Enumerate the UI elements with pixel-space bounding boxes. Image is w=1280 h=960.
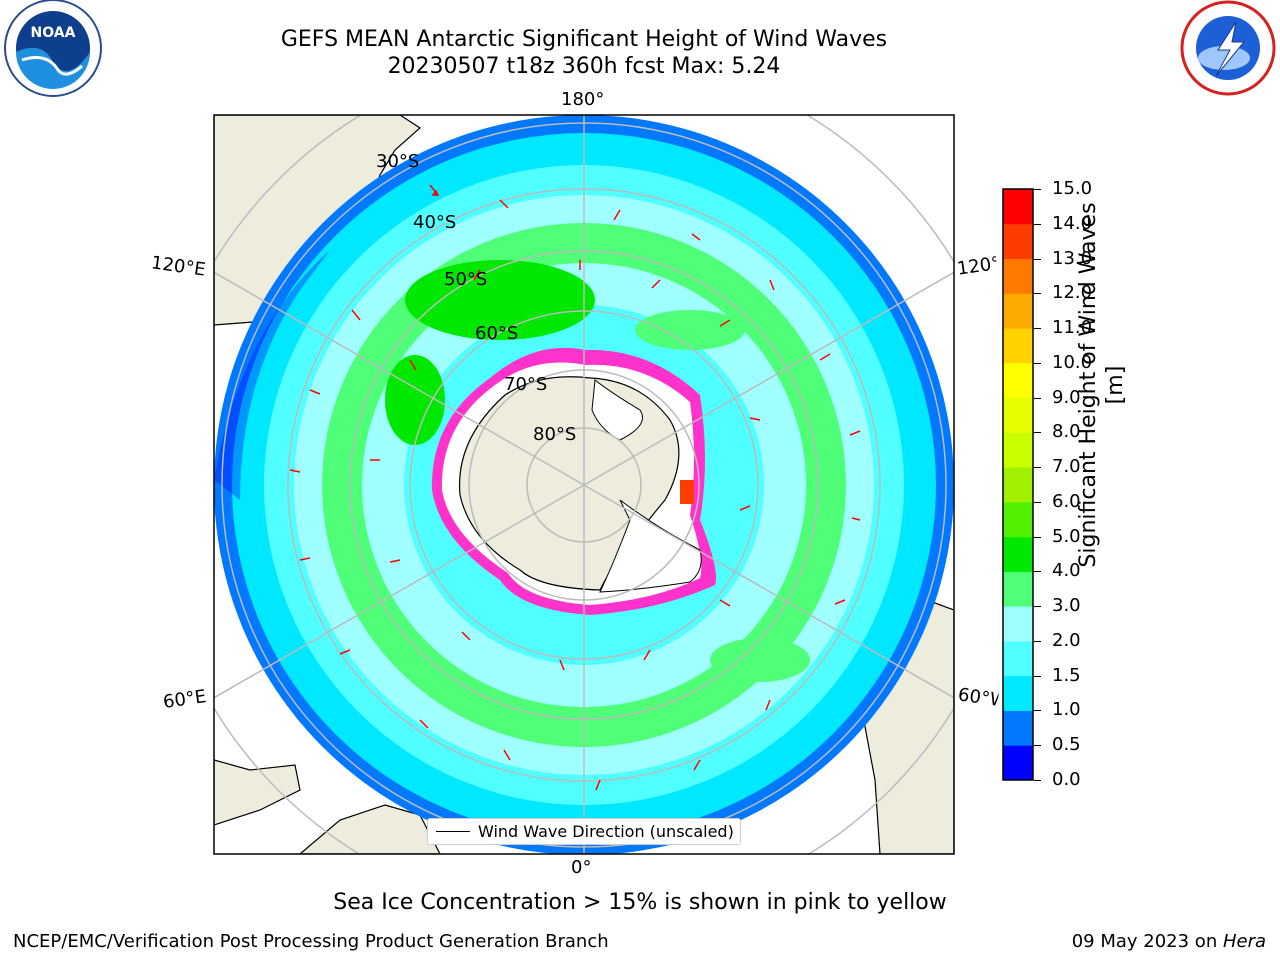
title-line-2: 20230507 t18z 360h fcst Max: 5.24 bbox=[387, 54, 781, 79]
colorbar-segment bbox=[1003, 606, 1033, 642]
colorbar-tick-label: 10.0 bbox=[1052, 351, 1093, 373]
sea-ice-and-antarctica bbox=[431, 347, 716, 615]
colorbar-segment bbox=[1003, 710, 1033, 746]
colorbar-segment bbox=[1003, 328, 1033, 364]
colorbar-tick-label: 14.0 bbox=[1052, 212, 1093, 234]
graticule bbox=[214, 115, 954, 854]
colorbar-tick-label: 0.0 bbox=[1052, 769, 1081, 790]
colorbar-segment bbox=[1003, 362, 1033, 399]
legend-label: Wind Wave Direction (unscaled) bbox=[478, 822, 734, 841]
colorbar-segment bbox=[1003, 571, 1033, 607]
colorbar-tick-mark bbox=[1034, 640, 1041, 642]
colorbar-tick-label: 8.0 bbox=[1052, 421, 1081, 443]
chart-title: GEFS MEAN Antarctic Significant Height o… bbox=[0, 26, 1168, 80]
lat-label-70: 70°S bbox=[504, 374, 548, 395]
colorbar-tick-label: 1.5 bbox=[1052, 664, 1081, 686]
colorbar-tick-mark bbox=[1034, 258, 1041, 260]
footer-credit: NCEP/EMC/Verification Post Processing Pr… bbox=[13, 931, 609, 952]
colorbar-tick-label: 15.0 bbox=[1052, 178, 1093, 199]
colorbar-tick-label: 4.0 bbox=[1052, 560, 1081, 582]
noaa-logo-icon: NOAA bbox=[4, 0, 102, 97]
colorbar-tick-label: 13.0 bbox=[1052, 247, 1093, 269]
colorbar-segment bbox=[1003, 189, 1033, 225]
colorbar-segment bbox=[1003, 467, 1033, 503]
sea-ice-note: Sea Ice Concentration > 15% is shown in … bbox=[333, 890, 947, 915]
colorbar-segment bbox=[1003, 223, 1033, 260]
colorbar-tick-mark bbox=[1034, 293, 1041, 295]
colorbar-tick-label: 1.0 bbox=[1052, 699, 1081, 721]
colorbar-tick-mark bbox=[1034, 189, 1041, 190]
colorbar-tick-label: 2.0 bbox=[1052, 629, 1081, 651]
nws-logo-icon bbox=[1180, 0, 1276, 96]
footer-date: 09 May 2023 on Hera bbox=[1072, 931, 1266, 952]
colorbar-tick-mark bbox=[1034, 432, 1041, 434]
map-frame bbox=[213, 114, 955, 855]
lat-label-30: 30°S bbox=[376, 151, 420, 172]
map-legend: Wind Wave Direction (unscaled) bbox=[427, 818, 741, 845]
colorbar-segment bbox=[1003, 536, 1033, 572]
colorbar-tick-label: 6.0 bbox=[1052, 490, 1081, 512]
colorbar-tick-mark bbox=[1034, 362, 1041, 364]
colorbar-segment bbox=[1003, 501, 1033, 538]
colorbar bbox=[1002, 188, 1034, 781]
lat-label-80: 80°S bbox=[533, 424, 577, 445]
wind-wave-arrows bbox=[289, 184, 861, 791]
colorbar-segment bbox=[1003, 675, 1033, 711]
colorbar-tick-mark bbox=[1034, 467, 1041, 469]
colorbar-tick-mark bbox=[1034, 675, 1041, 677]
lon-label-top: 180° bbox=[561, 89, 605, 110]
colorbar-segment bbox=[1003, 258, 1033, 294]
colorbar-tick-label: 11.0 bbox=[1052, 317, 1093, 339]
colorbar-tick-mark bbox=[1034, 536, 1041, 538]
lon-label-bottom: 0° bbox=[571, 857, 592, 878]
colorbar-segment bbox=[1003, 640, 1033, 677]
colorbar-tick-mark bbox=[1034, 606, 1041, 608]
colorbar-segment bbox=[1003, 293, 1033, 329]
colorbar-tick-mark bbox=[1034, 328, 1041, 330]
colorbar-tick-mark bbox=[1034, 745, 1041, 747]
footer-host: Hera bbox=[1222, 931, 1266, 952]
colorbar-tick-mark bbox=[1034, 397, 1041, 399]
colorbar-tick-mark bbox=[1034, 501, 1041, 503]
footer-date-text: 09 May 2023 on bbox=[1071, 931, 1223, 952]
colorbar-tick-label: 0.5 bbox=[1052, 734, 1081, 756]
lat-label-50: 50°S bbox=[444, 269, 488, 290]
colorbar-tick-label: 3.0 bbox=[1052, 595, 1081, 617]
colorbar-segment bbox=[1003, 397, 1033, 433]
colorbar-tick-mark bbox=[1034, 223, 1041, 225]
colorbar-tick-mark bbox=[1034, 710, 1041, 712]
colorbar-tick-label: 12.0 bbox=[1052, 282, 1093, 304]
title-line-1: GEFS MEAN Antarctic Significant Height o… bbox=[280, 27, 888, 52]
colorbar-segment bbox=[1003, 745, 1033, 781]
colorbar-tick-label: 5.0 bbox=[1052, 525, 1081, 547]
colorbar-segment bbox=[1003, 432, 1033, 468]
lat-label-40: 40°S bbox=[413, 212, 457, 233]
colorbar-tick-label: 9.0 bbox=[1052, 386, 1081, 408]
colorbar-tick-mark bbox=[1034, 571, 1041, 573]
lat-label-60: 60°S bbox=[475, 323, 519, 344]
noaa-logo-text: NOAA bbox=[31, 25, 76, 41]
colorbar-tick-mark bbox=[1034, 780, 1041, 781]
colorbar-label: Significant Height of Wind Waves [m] bbox=[1076, 202, 1128, 568]
legend-line-swatch bbox=[436, 831, 470, 832]
colorbar-tick-label: 7.0 bbox=[1052, 456, 1081, 478]
